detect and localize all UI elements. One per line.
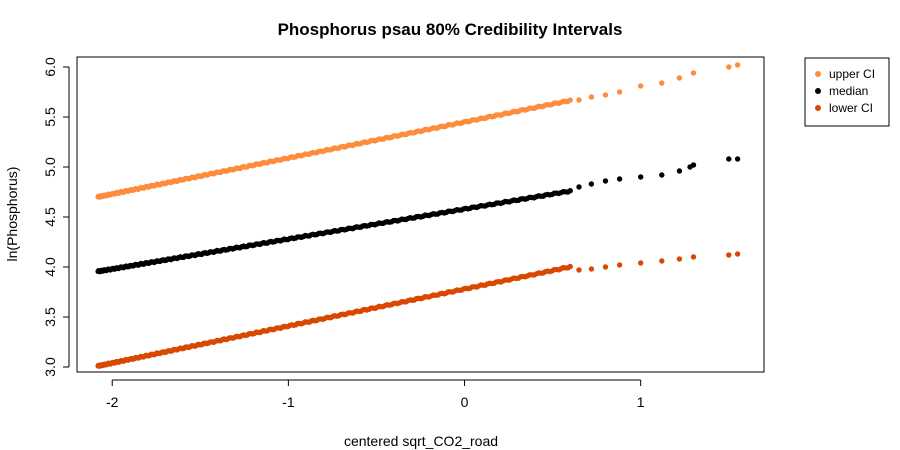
y-tick-label: 5.0 <box>42 157 58 177</box>
data-point <box>638 260 644 266</box>
series-upper-ci <box>95 62 741 200</box>
data-point <box>638 174 644 180</box>
y-tick-label: 3.5 <box>42 307 58 327</box>
data-point <box>616 262 623 268</box>
legend: upper CI median lower CI <box>804 57 890 127</box>
data-point <box>690 162 697 168</box>
data-point <box>616 176 623 182</box>
x-axis: -2 -1 0 1 <box>106 379 645 410</box>
data-point <box>588 94 595 100</box>
data-point <box>588 181 595 187</box>
data-point <box>726 64 732 70</box>
y-tick-label: 4.0 <box>42 257 58 277</box>
data-point <box>676 75 683 81</box>
data-point <box>567 263 573 270</box>
data-point <box>676 168 683 174</box>
data-point <box>602 264 609 270</box>
data-point <box>690 254 697 260</box>
data-point <box>659 258 665 264</box>
data-point <box>676 256 683 262</box>
data-point <box>567 97 573 103</box>
data-point <box>734 251 741 257</box>
data-point <box>588 266 595 272</box>
chart-title: Phosphorus psau 80% Credibility Interval… <box>278 20 623 39</box>
data-point <box>616 89 623 95</box>
series-median <box>95 156 741 275</box>
data-points <box>95 62 741 369</box>
data-point <box>726 156 732 162</box>
data-point <box>726 252 732 258</box>
legend-marker <box>815 105 821 111</box>
y-tick-label: 6.0 <box>42 57 58 77</box>
data-point <box>576 267 582 273</box>
plot-frame <box>76 56 765 373</box>
data-point <box>602 178 609 184</box>
y-tick-label: 4.5 <box>42 207 58 227</box>
data-point <box>602 92 609 98</box>
y-axis-label: ln(Phosphorus) <box>4 167 20 262</box>
y-tick-label: 3.0 <box>42 357 58 377</box>
legend-label: upper CI <box>829 67 875 81</box>
legend-label: median <box>829 84 868 98</box>
x-axis-label: centered sqrt_CO2_road <box>344 433 498 449</box>
data-point <box>576 184 582 190</box>
data-point <box>567 188 573 194</box>
data-point <box>638 83 644 89</box>
legend-marker <box>815 88 821 94</box>
data-point <box>690 70 697 76</box>
y-tick-label: 5.5 <box>42 107 58 127</box>
data-point <box>659 80 665 86</box>
data-point <box>576 97 582 103</box>
x-tick-label: -1 <box>282 394 295 410</box>
x-tick-label: 1 <box>637 394 645 410</box>
legend-marker <box>815 71 821 77</box>
legend-label: lower CI <box>829 101 873 115</box>
y-axis: 3.0 3.5 4.0 4.5 5.0 5.5 6.0 <box>42 57 70 377</box>
data-point <box>734 62 741 68</box>
series-lower-ci <box>95 251 741 369</box>
x-tick-label: 0 <box>461 394 469 410</box>
x-tick-label: -2 <box>106 394 119 410</box>
data-point <box>734 156 741 162</box>
data-point <box>659 172 665 178</box>
